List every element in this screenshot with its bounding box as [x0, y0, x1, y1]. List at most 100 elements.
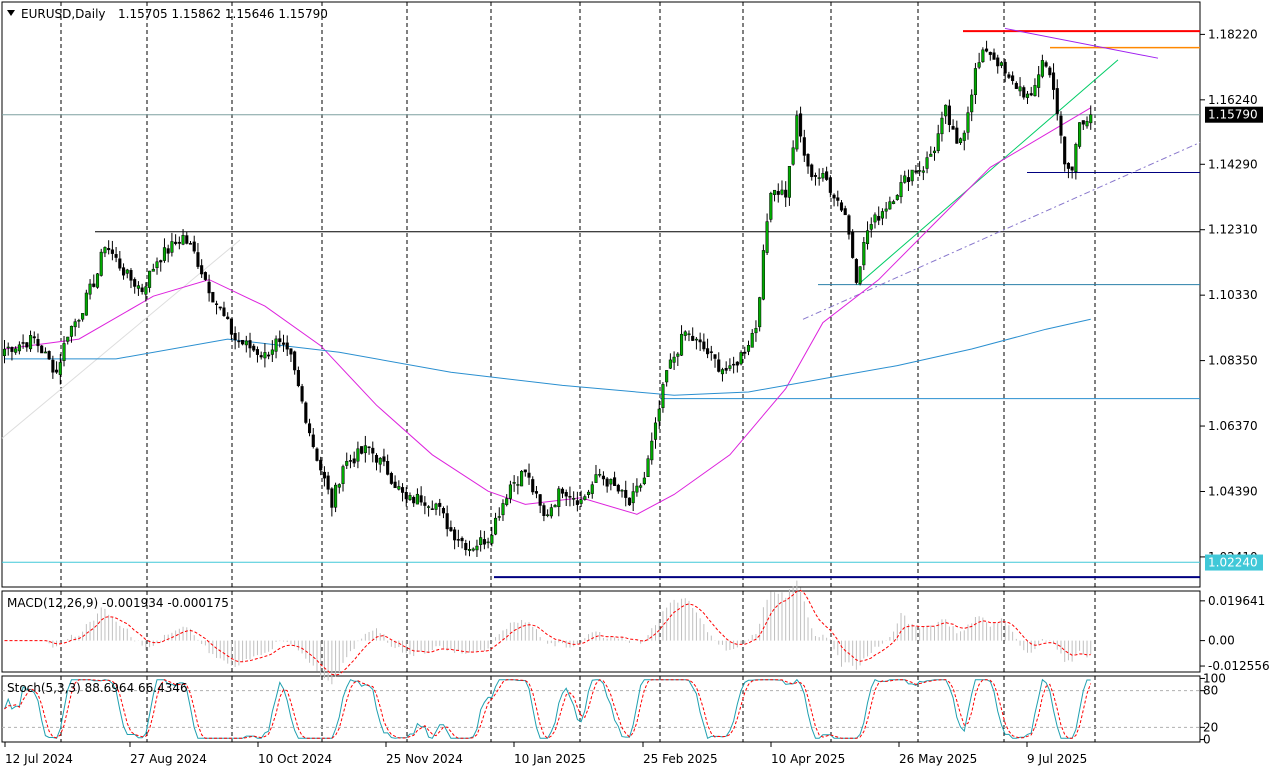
candle-body — [646, 458, 650, 477]
candle-body — [836, 197, 840, 201]
candle-body — [769, 192, 773, 220]
candle-body — [691, 335, 695, 341]
macd-panel[interactable]: 0.019641 0.00 -0.012556 — [4, 580, 1270, 685]
candle-body — [192, 241, 196, 252]
candle-body — [906, 177, 911, 182]
candle-body — [523, 469, 527, 473]
candle-body — [486, 541, 490, 544]
trendline-green — [857, 59, 1119, 285]
candle-body — [1029, 93, 1033, 96]
candle-body — [724, 367, 728, 371]
candle-body — [743, 351, 747, 354]
candle-body — [144, 286, 148, 295]
candle-body — [1066, 162, 1070, 169]
candle-body — [877, 215, 881, 221]
candle-body — [300, 386, 304, 402]
candle-body — [196, 252, 200, 267]
candle-body — [374, 454, 379, 463]
candle-body — [155, 261, 159, 269]
candle-body — [1044, 62, 1048, 67]
candle-body — [456, 539, 460, 541]
candle-body — [1085, 121, 1089, 127]
candle-body — [620, 489, 624, 492]
candle-body — [1033, 85, 1037, 97]
candle-body — [865, 230, 870, 245]
candle-body — [21, 342, 25, 344]
candle-body — [36, 339, 40, 347]
candle-body — [527, 472, 531, 478]
candle-body — [255, 349, 260, 355]
price-tick-label: 1.04390 — [1208, 484, 1258, 498]
candle-body — [892, 201, 896, 204]
candle-body — [207, 281, 211, 294]
candle-body — [203, 272, 207, 280]
candle-body — [1022, 87, 1026, 98]
candle-body — [84, 292, 88, 316]
candle-body — [999, 62, 1004, 66]
candle-body — [706, 348, 710, 355]
candle-body — [62, 343, 66, 361]
current-price-label: 1.15790 — [1208, 108, 1258, 122]
candle-body — [337, 484, 341, 488]
dropdown-arrow-icon[interactable] — [7, 10, 15, 16]
candle-body — [229, 318, 233, 335]
candle-body — [586, 491, 591, 495]
candle-body — [55, 369, 59, 373]
candle-body — [1037, 74, 1041, 88]
stoch-signal-line — [4, 679, 1092, 739]
candle-body — [58, 362, 62, 375]
price-panel[interactable] — [1, 27, 1201, 579]
candle-body — [304, 402, 308, 423]
candle-body — [791, 147, 795, 165]
candle-body — [862, 242, 866, 266]
candle-body — [241, 339, 245, 345]
candle-body — [698, 339, 702, 343]
candle-body — [185, 235, 189, 244]
candle-body — [319, 459, 323, 471]
candle-body — [1055, 88, 1059, 114]
candle-body — [921, 170, 925, 173]
candle-body — [970, 94, 974, 113]
candle-body — [512, 482, 516, 484]
candle-body — [92, 283, 96, 287]
candle-body — [579, 499, 583, 504]
candle-body — [289, 348, 293, 355]
candle-body — [668, 359, 672, 369]
price-axis: 1.18220 1.16240 1.14290 1.12310 1.10330 1.083… — [1200, 27, 1263, 571]
price-panel-frame — [1, 1, 1201, 588]
candle-body — [211, 291, 215, 303]
candle-body — [226, 316, 230, 320]
candle-body — [572, 498, 576, 500]
candle-body — [181, 235, 185, 245]
candle-body — [947, 105, 951, 125]
candle-body — [408, 495, 412, 500]
candle-body — [754, 328, 758, 334]
candle-body — [151, 268, 155, 272]
price-tick-label: 1.18220 — [1208, 27, 1258, 41]
macd-tick-label: -0.012556 — [1208, 659, 1270, 673]
date-tick-label: 12 Jul 2024 — [5, 752, 73, 766]
candle-body — [880, 211, 884, 219]
candle-body — [932, 150, 937, 154]
candle-body — [330, 488, 334, 508]
stoch-panel-frame — [1, 675, 1201, 743]
candle-body — [222, 307, 226, 316]
candle-body — [278, 338, 282, 343]
candle-body — [854, 259, 858, 283]
candle-body — [400, 487, 405, 493]
date-tick-label: 26 May 2025 — [899, 752, 977, 766]
candle-body — [363, 445, 367, 454]
candle-body — [188, 243, 193, 245]
trendline-purple — [1004, 27, 1159, 59]
candle-body — [564, 491, 568, 497]
date-tick-label: 9 Jul 2025 — [1027, 752, 1087, 766]
candle-body — [981, 49, 985, 63]
candle-body — [103, 247, 107, 254]
stoch-tick-label: 0 — [1203, 733, 1211, 747]
candle-body — [218, 306, 222, 309]
candle-body — [672, 356, 676, 363]
candle-body — [177, 241, 181, 244]
candle-body — [899, 182, 903, 198]
